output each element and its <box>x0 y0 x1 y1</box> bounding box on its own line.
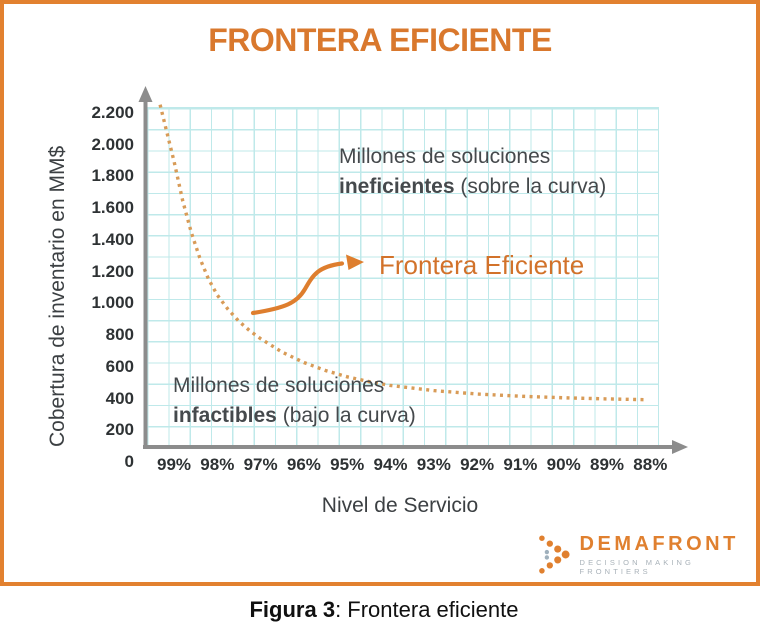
annotation-infeasible-line2: infactibles (bajo la curva) <box>173 401 416 431</box>
x-tick-label: 93% <box>416 455 451 474</box>
annotation-inefficient-line1: Millones de soluciones <box>339 145 551 168</box>
x-tick-label: 91% <box>503 455 538 474</box>
annotation-infeasible-rest: (bajo la curva) <box>276 404 416 427</box>
x-tick-label: 88% <box>633 455 668 474</box>
y-tick-label: 2.000 <box>91 134 134 154</box>
y-tick-label: 1.400 <box>91 229 134 249</box>
frontier-label: Frontera Eficiente <box>379 250 585 280</box>
y-tick-label: 1.800 <box>91 166 134 186</box>
annotation-infeasible: Millones de soluciones infactibles (bajo… <box>173 371 416 431</box>
demafront-logo: DEMAFRONT DECISION MAKING FRONTIERS <box>536 533 768 577</box>
y-tick-label: 200 <box>105 420 134 440</box>
x-tick-label: 99% <box>156 455 192 474</box>
annotation-infeasible-line1: Millones de soluciones <box>173 374 385 397</box>
y-axis-title: Cobertura de inventario en MM$ <box>46 145 69 447</box>
y-tick-label: 800 <box>105 325 134 345</box>
x-tick-label: 94% <box>373 455 408 474</box>
annotation-inefficient-line2: ineficientes (sobre la curva) <box>339 172 606 202</box>
figure-caption-text: : Frontera eficiente <box>335 597 519 622</box>
x-tick-label: 98% <box>200 455 235 474</box>
logo-tagline: DECISION MAKING FRONTIERS <box>579 558 694 576</box>
x-tick-label: 96% <box>286 455 321 474</box>
annotation-inefficient-bold: ineficientes <box>339 175 455 198</box>
x-tick-label: 90% <box>546 455 581 474</box>
demafront-logo-dots-icon <box>539 535 570 574</box>
x-tick-label: 97% <box>243 455 278 474</box>
y-tick-label: 0 <box>124 452 134 472</box>
y-axis-arrowhead-icon <box>138 86 153 102</box>
x-axis-title: Nivel de Servicio <box>321 494 479 517</box>
figure-caption: Figura 3: Frontera eficiente <box>0 597 768 623</box>
annotation-inefficient-rest: (sobre la curva) <box>454 175 607 198</box>
plot-grid <box>147 107 659 447</box>
y-tick-label: 400 <box>105 388 134 408</box>
x-tick-label: 92% <box>460 455 495 474</box>
logo-brand: DEMAFRONT <box>579 533 739 555</box>
y-tick-label: 1.200 <box>91 261 134 281</box>
annotation-inefficient: Millones de soluciones ineficientes (sob… <box>339 142 606 202</box>
chart-title: FRONTERA EFICIENTE <box>208 22 552 58</box>
y-tick-label: 1.000 <box>91 293 134 313</box>
x-axis-arrowhead-icon <box>672 440 688 454</box>
y-tick-label: 600 <box>105 356 134 376</box>
figure-caption-number: Figura 3 <box>249 597 336 622</box>
frontier-curve <box>158 104 647 402</box>
x-tick-label: 89% <box>589 455 625 474</box>
demafront-logo-text: DEMAFRONT DECISION MAKING FRONTIERS <box>580 533 768 576</box>
y-tick-label: 1.600 <box>91 198 134 218</box>
frontier-callout-arrow <box>250 261 345 316</box>
annotation-infeasible-bold: infactibles <box>173 404 277 427</box>
x-tick-label: 95% <box>330 455 365 474</box>
y-tick-label: 2.200 <box>91 103 134 122</box>
frontier-callout-arrowhead-icon <box>346 254 364 270</box>
